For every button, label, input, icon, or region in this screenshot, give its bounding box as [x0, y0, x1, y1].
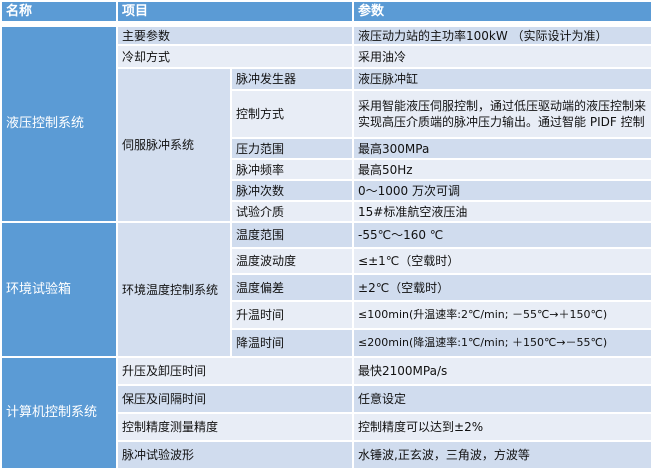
item-value: 液压脉冲缸 [352, 67, 651, 91]
item-label: 脉冲试验波形 [115, 440, 355, 470]
item-label: 温度范围 [229, 221, 355, 249]
header-param: 参数 [352, 0, 651, 23]
table-row: 降温时间 ≤200min(降温速率:1℃/min; ＋150℃→－55℃) [1, 328, 651, 358]
item-value: 15#标准航空液压油 [352, 200, 651, 223]
item-label: 冷却方式 [115, 44, 355, 69]
item-label: 升压及卸压时间 [115, 356, 355, 386]
table-row: 脉冲频率 最高50Hz [1, 158, 651, 181]
item-label: 控制方式 [229, 89, 355, 139]
item-label: 脉冲发生器 [229, 67, 355, 91]
item-label: 控制精度测量精度 [115, 412, 355, 442]
group-chamber: 环境试验箱 [0, 221, 118, 358]
table-row: 控制方式 采用智能液压伺服控制，通过低压驱动端的液压控制来实现高压介质端的脉冲压… [1, 89, 651, 139]
item-label: 升温时间 [229, 300, 355, 330]
table-row: 控制精度测量精度 控制精度可以达到±2% [1, 412, 651, 442]
item-label: 压力范围 [229, 137, 355, 160]
table-row: 温度波动度 ≤±1℃（空载时） [1, 247, 651, 275]
table-row: 脉冲试验波形 水锤波,正玄波，三角波，方波等 [1, 440, 651, 470]
item-label: 脉冲次数 [229, 179, 355, 202]
item-value: 水锤波,正玄波，三角波，方波等 [352, 440, 651, 470]
table-row: 冷却方式 采用油冷 [1, 44, 651, 69]
group-hydraulic: 液压控制系统 [0, 25, 118, 223]
item-label: 降温时间 [229, 328, 355, 358]
header-name: 名称 [0, 0, 118, 23]
subgroup-servo: 伺服脉冲系统 [116, 67, 232, 223]
header-row: 名称 项目 参数 [0, 0, 651, 23]
item-value: ≤200min(降温速率:1℃/min; ＋150℃→－55℃) [352, 328, 651, 358]
item-label: 主要参数 [115, 25, 355, 46]
item-value: 控制精度可以达到±2% [352, 412, 651, 442]
item-value: 0～1000 万次可调 [352, 179, 651, 202]
item-value: -55℃～160 ℃ [352, 221, 651, 249]
item-value: 液压动力站的主功率100kW （实际设计为准） [352, 25, 651, 46]
item-label: 试验介质 [229, 200, 355, 223]
item-value: 最快2100MPa/s [352, 356, 651, 386]
table-row: 计算机控制系统 升压及卸压时间 最快2100MPa/s [0, 356, 651, 470]
subgroup-temp-control: 环境温度控制系统 [116, 221, 232, 358]
table-row: 脉冲次数 0～1000 万次可调 [1, 179, 651, 202]
table-row: 压力范围 最高300MPa [1, 137, 651, 160]
table-row: 环境试验箱 环境温度控制系统 温度范围 -55℃～160 ℃ [0, 221, 651, 358]
table-row: 试验介质 15#标准航空液压油 [1, 200, 651, 223]
item-value: 最高300MPa [352, 137, 651, 160]
table-row: 液压控制系统 主要参数 液压动力站的主功率100kW （实际设计为准） [0, 25, 651, 223]
item-label: 温度波动度 [229, 247, 355, 275]
item-label: 温度偏差 [229, 273, 355, 302]
table-row: 保压及间隔时间 任意设定 [1, 384, 651, 414]
item-value: 最高50Hz [352, 158, 651, 181]
item-value: ≤100min(升温速率:2℃/min; －55℃→＋150℃) [352, 300, 651, 330]
item-value: ≤±1℃（空载时） [352, 247, 651, 275]
item-value: 采用油冷 [352, 44, 651, 69]
item-value: 采用智能液压伺服控制，通过低压驱动端的液压控制来实现高压介质端的脉冲压力输出。通… [352, 89, 651, 139]
item-label: 保压及间隔时间 [115, 384, 355, 414]
table-row: 温度偏差 ±2℃（空载时） [1, 273, 651, 302]
header-item: 项目 [115, 0, 355, 23]
item-value: 任意设定 [352, 384, 651, 414]
table-row: 伺服脉冲系统 脉冲发生器 液压脉冲缸 [1, 67, 651, 223]
group-computer: 计算机控制系统 [0, 356, 118, 470]
table-row: 升温时间 ≤100min(升温速率:2℃/min; －55℃→＋150℃) [1, 300, 651, 330]
item-label: 脉冲频率 [229, 158, 355, 181]
item-value: ±2℃（空载时） [352, 273, 651, 302]
